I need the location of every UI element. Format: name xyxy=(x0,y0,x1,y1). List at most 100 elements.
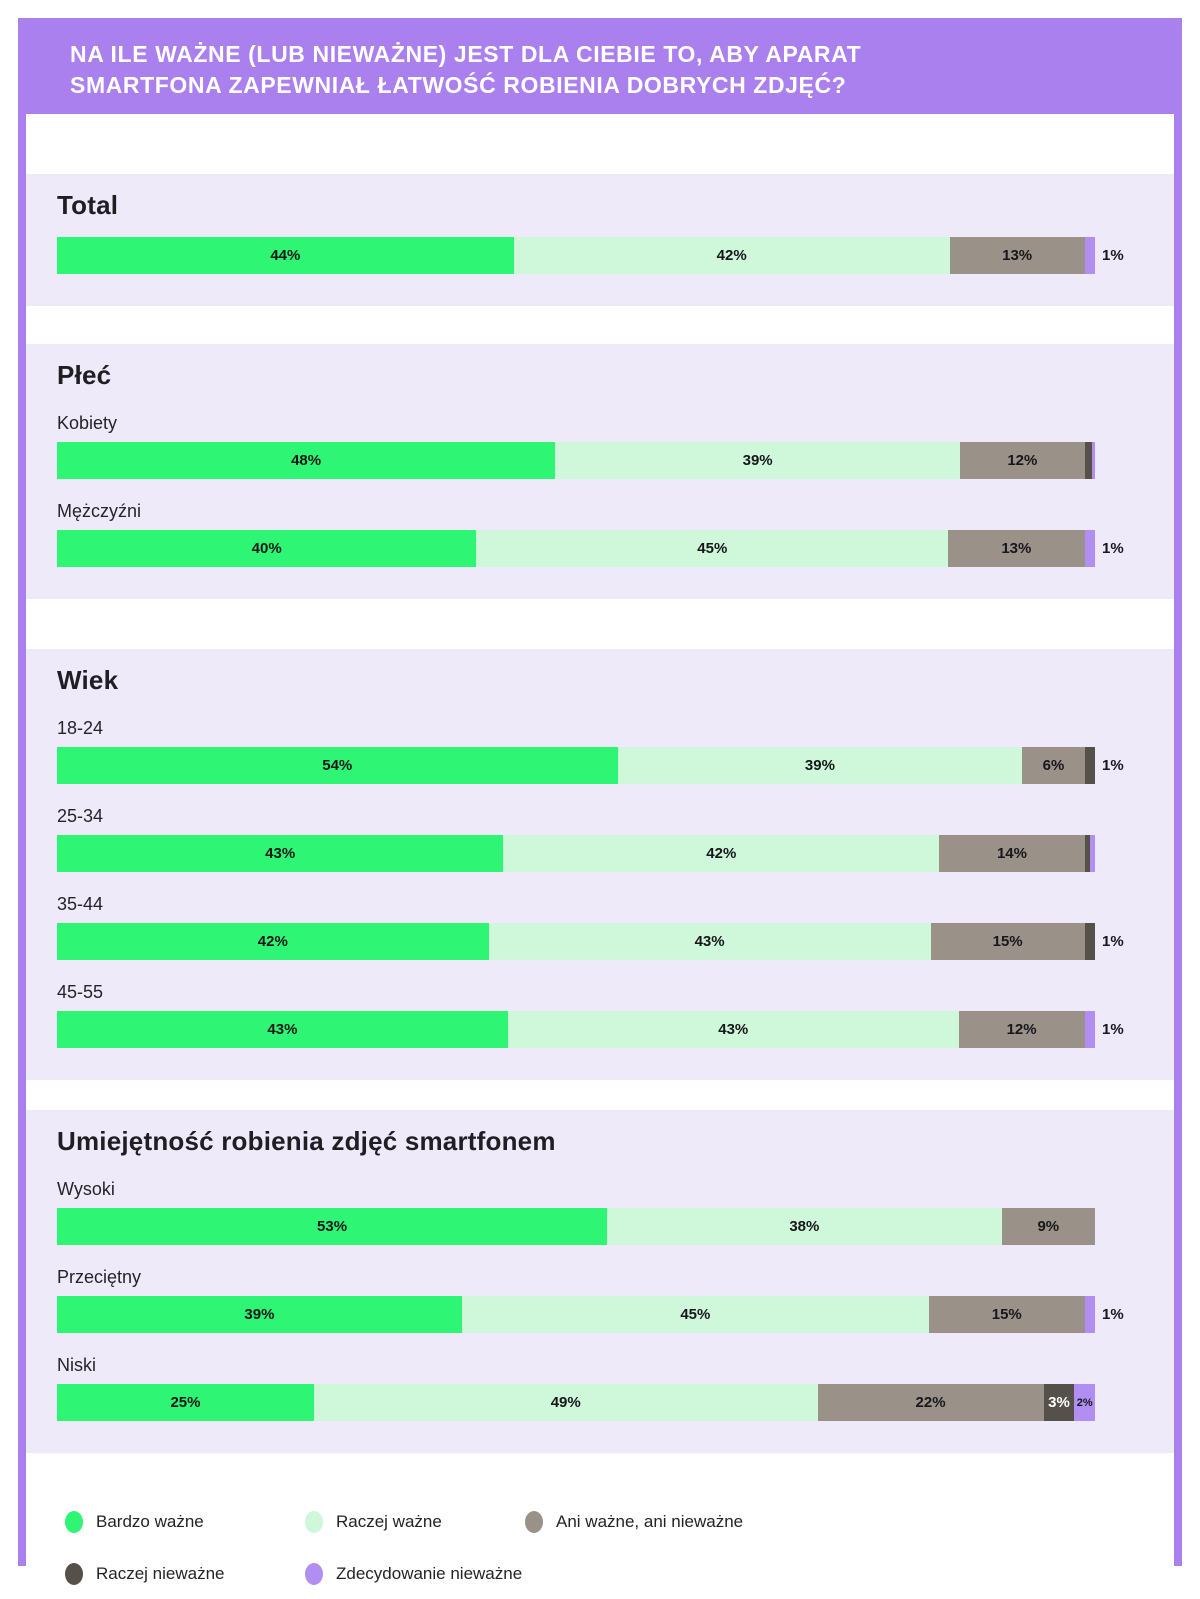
bar-segment-rather-unimportant xyxy=(1084,835,1090,873)
bar-segment-very-important: 54% xyxy=(57,747,618,785)
bar-track: 25% 49% 22% 3% 2% xyxy=(57,1384,1095,1422)
bar-outside-value: 1% xyxy=(1102,1021,1124,1039)
section-gap xyxy=(26,306,1174,344)
bar-segment-neutral: 13% xyxy=(948,530,1085,568)
bar-segment-rather-unimportant xyxy=(1084,747,1095,785)
bar-row: 45-55 43% 43% 12% 1% xyxy=(57,982,1144,1049)
bar-outside-value: 1% xyxy=(1102,247,1124,265)
bar-segment-value: 6% xyxy=(1042,757,1065,775)
legend-row: Raczej nieważne Zdecydowanie nieważne xyxy=(65,1563,1144,1586)
section-rows: 44% 42% 13% 1% xyxy=(57,237,1144,275)
bar-line: 39% 45% 15% 1% xyxy=(57,1296,1144,1334)
legend-swatch-rather-unimportant xyxy=(65,1563,83,1586)
bar-segment-value: 45% xyxy=(697,540,728,558)
bar-segment-value: 22% xyxy=(915,1394,946,1412)
bar-segment-value: 13% xyxy=(1002,247,1033,265)
bar-segment-neutral: 9% xyxy=(1001,1208,1095,1246)
bar-segment-value: 9% xyxy=(1037,1218,1060,1236)
bar-outside-value: 1% xyxy=(1102,933,1124,951)
legend-swatch-very-important xyxy=(65,1511,83,1534)
page-frame: NA ILE WAŻNE (LUB NIEWAŻNE) JEST DLA CIE… xyxy=(18,18,1182,1586)
bar-outside-value: 1% xyxy=(1102,1306,1124,1324)
bar-row-label: 45-55 xyxy=(57,982,104,1003)
bar-segment-rather-unimportant: 3% xyxy=(1043,1384,1075,1422)
bar-segment-neutral: 14% xyxy=(939,835,1085,873)
section-title: Umiejętność robienia zdjęć smartfonem xyxy=(57,1126,556,1157)
legend-label: Bardzo ważne xyxy=(96,1512,204,1532)
bar-segment-rather-unimportant xyxy=(1084,923,1095,961)
bar-segment-value: 42% xyxy=(706,845,737,863)
bar-row-label: Kobiety xyxy=(57,413,118,434)
legend-swatch-rather-important xyxy=(305,1511,323,1534)
bar-segment-neutral: 15% xyxy=(928,1296,1085,1334)
bar-segment-value: 48% xyxy=(291,452,322,470)
legend-label: Raczej ważne xyxy=(336,1512,442,1532)
bar-segment-definitely-unimportant xyxy=(1084,530,1095,568)
bar-segment-value: 40% xyxy=(251,540,282,558)
chart-title: NA ILE WAŻNE (LUB NIEWAŻNE) JEST DLA CIE… xyxy=(70,41,862,98)
legend-item-neutral: Ani ważne, ani nieważne xyxy=(525,1511,744,1534)
bar-segment-value: 54% xyxy=(322,757,353,775)
bar-row-label: 35-44 xyxy=(57,894,104,915)
bar-track: 48% 39% 12% xyxy=(57,442,1095,480)
bar-segment-rather-important: 45% xyxy=(461,1296,929,1334)
section-title: Płeć xyxy=(57,360,112,391)
legend-item-definitely-unimportant: Zdecydowanie nieważne xyxy=(305,1563,525,1586)
bar-track: 39% 45% 15% xyxy=(57,1296,1095,1334)
bar-segment-rather-important: 49% xyxy=(313,1384,818,1422)
bar-track: 43% 43% 12% xyxy=(57,1011,1095,1049)
legend-swatch-definitely-unimportant xyxy=(305,1563,323,1586)
bar-segment-value: 13% xyxy=(1001,540,1032,558)
bar-segment-value: 43% xyxy=(265,845,296,863)
section-rows: Kobiety 48% 39% 12% Mężczyźni 40% 45% 13% 1% xyxy=(57,413,1144,568)
bar-row-label: 18-24 xyxy=(57,718,104,739)
bar-segment-definitely-unimportant xyxy=(1091,442,1095,480)
bar-segment-very-important: 43% xyxy=(57,1011,508,1049)
legend-row: Bardzo ważne Raczej ważne Ani ważne, ani n… xyxy=(65,1511,1144,1534)
bar-line: 53% 38% 9% xyxy=(57,1208,1144,1246)
legend-item-very-important: Bardzo ważne xyxy=(65,1511,305,1534)
bar-segment-value: 39% xyxy=(742,452,773,470)
bar-segment-definitely-unimportant: 2% xyxy=(1074,1384,1095,1422)
bar-line: 43% 43% 12% 1% xyxy=(57,1011,1144,1049)
bar-line: 43% 42% 14% xyxy=(57,835,1144,873)
chart-legend: Bardzo ważne Raczej ważne Ani ważne, ani n… xyxy=(26,1453,1174,1586)
bar-segment-value: 15% xyxy=(991,1306,1022,1324)
bar-track: 53% 38% 9% xyxy=(57,1208,1095,1246)
bar-segment-value: 45% xyxy=(680,1306,711,1324)
chart-section: Wiek 18-24 54% 39% 6% 1% 25-34 43% 42% 14% 35-44 42… xyxy=(26,649,1174,1081)
bar-segment-definitely-unimportant xyxy=(1089,835,1095,873)
bar-segment-neutral: 12% xyxy=(960,442,1085,480)
bar-segment-neutral: 6% xyxy=(1022,747,1085,785)
bar-segment-value: 39% xyxy=(244,1306,275,1324)
bar-segment-very-important: 53% xyxy=(57,1208,608,1246)
bar-segment-rather-important: 43% xyxy=(507,1011,959,1049)
section-title: Wiek xyxy=(57,665,119,696)
legend-label: Ani ważne, ani nieważne xyxy=(556,1512,744,1532)
bar-segment-rather-important: 39% xyxy=(617,747,1023,785)
bar-segment-value: 53% xyxy=(317,1218,348,1236)
bar-row-label: Niski xyxy=(57,1355,96,1376)
section-rows: 18-24 54% 39% 6% 1% 25-34 43% 42% 14% 35-44 42% 43%… xyxy=(57,718,1144,1049)
bar-segment-value: 14% xyxy=(996,845,1027,863)
bar-line: 25% 49% 22% 3% 2% xyxy=(57,1384,1144,1422)
bar-row-label: Mężczyźni xyxy=(57,501,142,522)
bar-segment-neutral: 15% xyxy=(930,923,1085,961)
chart-section: Umiejętność robienia zdjęć smartfonem Wys… xyxy=(26,1110,1174,1454)
bar-line: 54% 39% 6% 1% xyxy=(57,747,1144,785)
bar-row-label: Przeciętny xyxy=(57,1267,142,1288)
bar-row: 18-24 54% 39% 6% 1% xyxy=(57,718,1144,785)
bar-segment-value: 43% xyxy=(267,1021,298,1039)
bar-segment-definitely-unimportant xyxy=(1084,1296,1095,1334)
bar-row-label: Wysoki xyxy=(57,1179,115,1200)
bar-segment-value: 44% xyxy=(270,247,301,265)
bar-segment-rather-important: 45% xyxy=(476,530,949,568)
bar-segment-rather-unimportant xyxy=(1084,442,1092,480)
bar-row: Niski 25% 49% 22% 3% 2% xyxy=(57,1355,1144,1422)
bar-segment-rather-important: 42% xyxy=(503,835,940,873)
chart-body: Total 44% 42% 13% 1% Płeć Kobiety 48% 39% 12% Mężc… xyxy=(26,114,1174,1586)
section-gap xyxy=(26,1080,1174,1110)
bar-segment-neutral: 13% xyxy=(949,237,1085,275)
chart-sections: Total 44% 42% 13% 1% Płeć Kobiety 48% 39% 12% Mężc… xyxy=(26,114,1174,1454)
bar-segment-value: 3% xyxy=(1048,1394,1070,1412)
